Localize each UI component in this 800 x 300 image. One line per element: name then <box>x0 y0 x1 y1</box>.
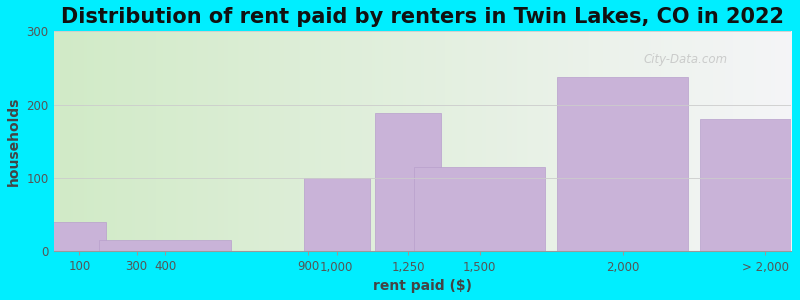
Text: City-Data.com: City-Data.com <box>644 53 728 66</box>
Bar <box>53 222 106 251</box>
Bar <box>557 77 688 251</box>
Bar <box>99 241 231 251</box>
Y-axis label: households: households <box>7 97 21 186</box>
Bar <box>414 167 546 251</box>
X-axis label: rent paid ($): rent paid ($) <box>373 279 472 293</box>
Bar <box>375 113 441 251</box>
Bar <box>700 119 800 251</box>
Title: Distribution of rent paid by renters in Twin Lakes, CO in 2022: Distribution of rent paid by renters in … <box>61 7 784 27</box>
Bar <box>304 178 370 251</box>
